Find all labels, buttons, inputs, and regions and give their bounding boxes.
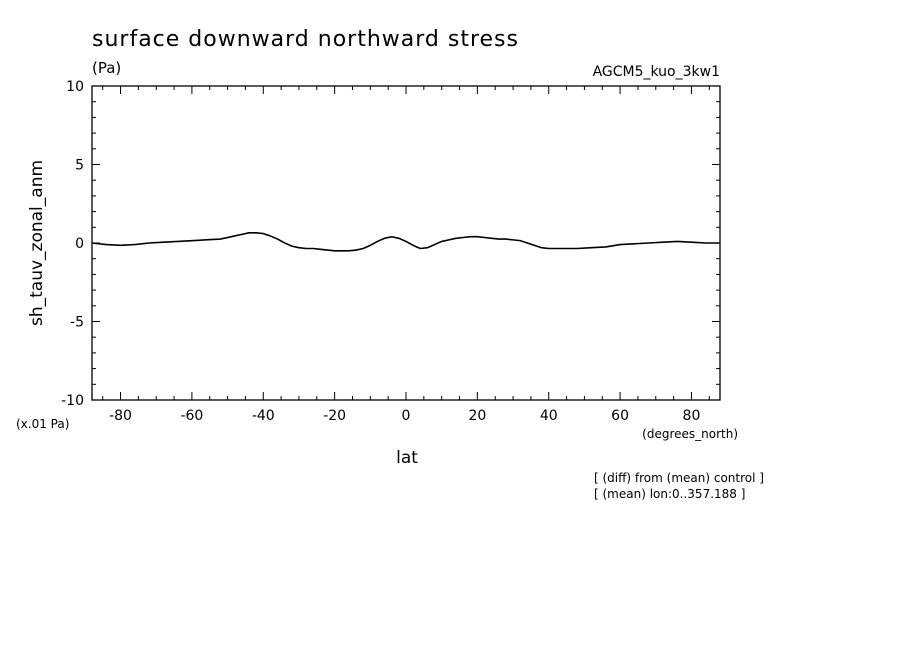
x-tick-label: 0 — [402, 408, 411, 424]
y-axis-label: sh_tauv_zonal_anm — [27, 160, 47, 326]
y-tick-label: 10 — [66, 79, 84, 95]
y-tick-label: 0 — [75, 236, 84, 252]
run-label: AGCM5_kuo_3kw1 — [593, 64, 720, 80]
y-scale-label: (x.01 Pa) — [16, 417, 69, 431]
plot-frame — [91, 85, 721, 401]
series-group — [91, 232, 720, 252]
chart-title: surface downward northward stress — [92, 27, 519, 52]
x-ticks: -80 -60 -40 -20 0 20 40 60 80 — [102, 86, 710, 424]
x-tick-label: -40 — [252, 408, 275, 424]
x-tick-label: 20 — [468, 408, 486, 424]
y-tick-label: -10 — [61, 393, 84, 409]
x-tick-label: -60 — [180, 408, 203, 424]
y-tick-label: -5 — [70, 315, 84, 331]
x-tick-label: -80 — [109, 408, 132, 424]
series-line — [91, 232, 720, 252]
x-tick-label: 40 — [540, 408, 558, 424]
y-tick-label: 5 — [75, 158, 84, 174]
x-tick-label: -20 — [323, 408, 346, 424]
x-tick-label: 80 — [683, 408, 701, 424]
note-diff: [ (diff) from (mean) control ] — [594, 471, 764, 485]
plot-axes — [91, 85, 721, 401]
x-units-label: (degrees_north) — [642, 427, 738, 441]
x-tick-label: 60 — [611, 408, 629, 424]
y-ticks: -10 -5 0 5 10 — [61, 79, 720, 409]
note-mean: [ (mean) lon:0..357.188 ] — [594, 487, 745, 501]
x-axis-label: lat — [396, 448, 418, 468]
title-units: (Pa) — [92, 59, 121, 77]
